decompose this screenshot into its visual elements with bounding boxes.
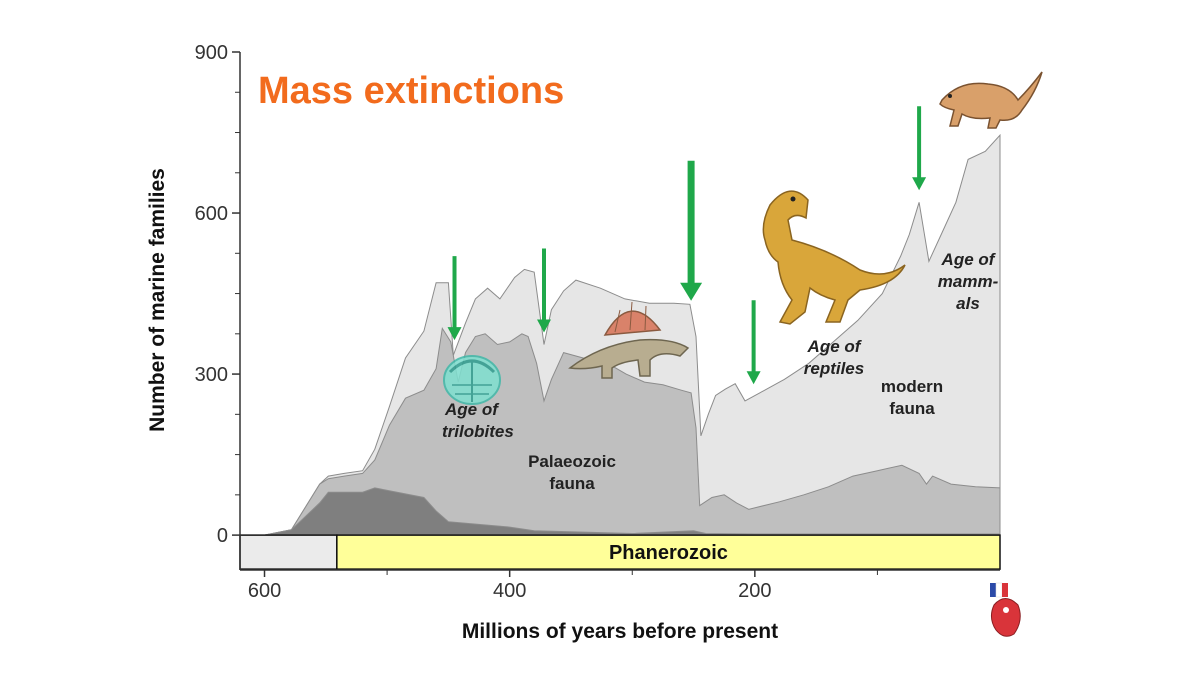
axes: 0 300 600 900 600 400 200 Millions of years bef…: [146, 42, 1000, 643]
region-label-mammals: Age of: [941, 250, 997, 269]
trilobite-icon: [443, 355, 501, 405]
x-tick-label: 200: [738, 580, 771, 602]
region-label-palaeozoic: fauna: [549, 474, 595, 493]
region-label-modern: fauna: [889, 399, 935, 418]
y-axis-title: Number of marine families: [146, 168, 169, 432]
phanerozoic-label: Phanerozoic: [609, 542, 728, 564]
region-label-trilobites: Age of: [444, 400, 500, 419]
mammal-icon: [939, 71, 1043, 129]
y-tick-label: 300: [195, 364, 228, 386]
y-tick-label: 600: [195, 203, 228, 225]
area-layers: [263, 133, 1001, 536]
region-label-reptiles: reptiles: [804, 359, 864, 378]
region-label-mammals: als: [956, 294, 980, 313]
extinction-arrow-head: [680, 282, 703, 301]
era-bands: Phanerozoic: [239, 534, 1001, 570]
mascot-icon: [990, 582, 1021, 637]
y-tick-label: 0: [217, 525, 228, 547]
tyrannosaurus-icon: [762, 190, 906, 325]
chart-title: Mass extinctions: [258, 70, 564, 112]
extinction-arrow-head: [447, 327, 462, 341]
x-axis-title: Millions of years before present: [462, 620, 778, 643]
extinction-arrows: [447, 106, 927, 385]
extinction-arrow-head: [537, 319, 551, 333]
region-labels: Age of trilobites Palaeozoic fauna Age of rep…: [442, 250, 999, 493]
region-label-mammals: mamm-: [938, 272, 999, 291]
dimetrodon-icon: [568, 301, 690, 379]
region-label-reptiles: Age of: [807, 337, 863, 356]
extinction-arrow-head: [746, 371, 761, 385]
precambrian-band: [239, 534, 338, 570]
area-cambrian-fauna: [263, 487, 1001, 536]
phanerozoic-band: [336, 534, 1001, 570]
region-label-trilobites: trilobites: [442, 422, 514, 441]
region-label-modern: modern: [881, 377, 943, 396]
y-tick-label: 900: [195, 42, 228, 64]
x-tick-label: 600: [248, 580, 281, 602]
extinction-arrow-head: [912, 177, 927, 191]
region-label-palaeozoic: Palaeozoic: [528, 452, 616, 471]
x-tick-label: 400: [493, 580, 526, 602]
